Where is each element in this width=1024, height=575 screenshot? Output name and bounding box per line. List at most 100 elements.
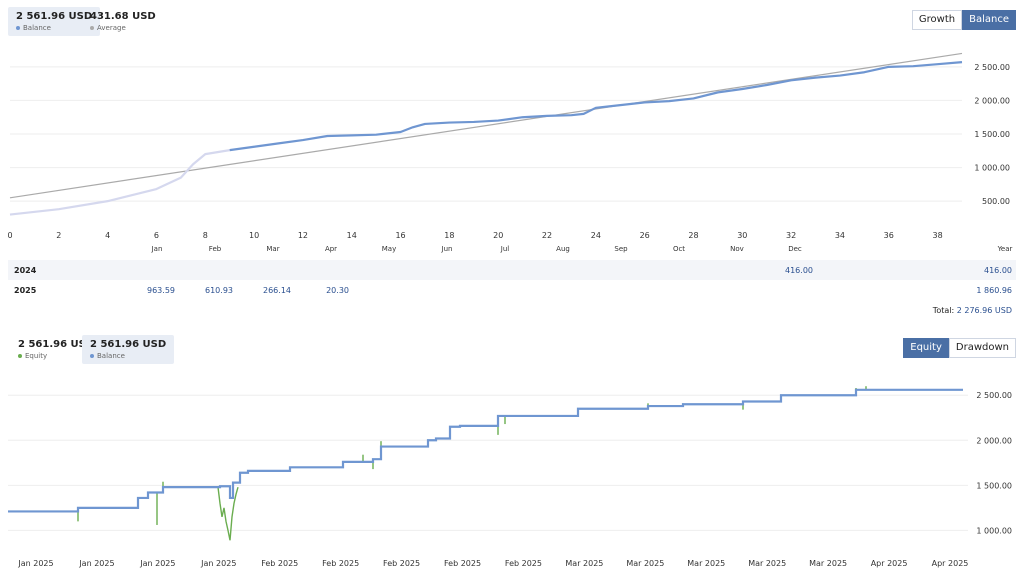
x-tick-label: 10	[249, 231, 259, 240]
legend-value: 2 561.96 USD	[90, 339, 167, 350]
x-tick-label: 4	[105, 231, 110, 240]
equity-series-segment	[217, 486, 239, 541]
table-row: 2024 416.00 416.00	[8, 260, 1016, 280]
month-label: Apr	[324, 245, 338, 253]
x-tick-label: Jan 2025	[139, 559, 175, 568]
table-row: 2025 963.59 610.93 266.14 20.30 1 860.96	[8, 280, 1016, 300]
x-tick-label: Apr 2025	[932, 559, 969, 568]
balance-series-line	[229, 61, 963, 152]
x-tick-label: 20	[493, 231, 503, 240]
balance-series-line-early	[9, 149, 230, 216]
legend-label: Balance	[16, 24, 92, 32]
top-average-legend[interactable]: 431.68 USD Average	[82, 7, 164, 36]
x-tick-label: Jan 2025	[78, 559, 114, 568]
legend-dot-icon	[16, 26, 20, 30]
y-tick-label: 2 500.00	[976, 391, 1012, 400]
x-tick-label: 0	[7, 231, 12, 240]
x-tick-label: 22	[542, 231, 552, 240]
x-tick-label: Mar 2025	[687, 559, 725, 568]
drawdown-button[interactable]: Drawdown	[948, 338, 1016, 358]
total-label: Total:	[932, 306, 955, 315]
balance-series-line	[8, 388, 963, 513]
x-tick-label: 18	[444, 231, 454, 240]
y-tick-label: 1 000.00	[976, 526, 1012, 535]
chart-mode-toggle: Growth Balance	[911, 10, 1016, 30]
month-label: Aug	[556, 245, 570, 253]
month-label: Feb	[208, 245, 222, 253]
y-tick-label: 2 500.00	[974, 63, 1010, 72]
x-tick-label: 2	[56, 231, 61, 240]
x-tick-label: Feb 2025	[261, 559, 298, 568]
legend-label: Balance	[90, 352, 166, 360]
legend-label: Average	[90, 24, 156, 32]
month-label: Jul	[500, 245, 510, 253]
total-row: Total: 2 276.96 USD	[933, 306, 1012, 315]
x-tick-label: 34	[835, 231, 845, 240]
x-tick-label: Jan 2025	[17, 559, 53, 568]
x-tick-label: 14	[347, 231, 357, 240]
value-cell: 416.00	[785, 266, 813, 275]
balance-growth-chart: 500.00 1 000.00 1 500.00 2 000.00 2 500.00 0 2…	[7, 52, 1010, 240]
month-label: Oct	[672, 245, 686, 253]
equity-drawdown-toggle: Equity Drawdown	[903, 338, 1016, 358]
month-label: Dec	[788, 245, 802, 253]
bottom-equity-legend[interactable]: 2 561.96 USD Equity	[10, 335, 102, 364]
month-label: Mar	[266, 245, 280, 253]
y-tick-label: 2 000.00	[976, 436, 1012, 445]
year-cell: 2024	[14, 266, 37, 275]
x-tick-label: 32	[786, 231, 796, 240]
value-cell: 266.14	[263, 286, 291, 295]
month-header-row: Jan Feb Mar Apr May Jun Jul Aug Sep Oct Nov Dec Year	[0, 245, 1024, 259]
balance-button[interactable]: Balance	[962, 10, 1016, 30]
x-tick-label: 16	[395, 231, 405, 240]
value-cell: 963.59	[147, 286, 175, 295]
value-cell: 1 860.96	[976, 286, 1012, 295]
bottom-balance-legend[interactable]: 2 561.96 USD Balance	[82, 335, 175, 364]
legend-dot-icon	[18, 354, 22, 358]
x-tick-label: Jan 2025	[200, 559, 236, 568]
x-tick-label: 30	[737, 231, 747, 240]
x-tick-label: 12	[298, 231, 308, 240]
legend-value: 431.68 USD	[90, 11, 156, 22]
x-tick-label: 28	[688, 231, 698, 240]
x-tick-label: 36	[884, 231, 894, 240]
x-tick-label: Feb 2025	[505, 559, 542, 568]
average-series-line	[9, 52, 963, 199]
x-tick-label: Mar 2025	[565, 559, 603, 568]
legend-value: 2 561.96 USD	[18, 339, 95, 350]
x-tick-label: 24	[591, 231, 601, 240]
month-label: Year	[997, 245, 1013, 253]
month-label: Nov	[730, 245, 744, 253]
x-tick-label: Apr 2025	[871, 559, 908, 568]
month-label: Sep	[614, 245, 628, 253]
x-tick-label: Feb 2025	[444, 559, 481, 568]
x-tick-label: 38	[932, 231, 942, 240]
value-cell: 610.93	[205, 286, 233, 295]
equity-button[interactable]: Equity	[903, 338, 949, 358]
y-tick-label: 1 500.00	[974, 130, 1010, 139]
month-label: Jan	[151, 245, 163, 253]
growth-button[interactable]: Growth	[911, 10, 963, 30]
top-balance-legend[interactable]: 2 561.96 USD Balance	[8, 7, 101, 36]
month-label: May	[381, 245, 397, 253]
y-tick-label: 1 500.00	[976, 481, 1012, 490]
value-cell: 20.30	[326, 286, 349, 295]
x-tick-label: Mar 2025	[809, 559, 847, 568]
x-tick-label: Feb 2025	[383, 559, 420, 568]
x-tick-label: Mar 2025	[626, 559, 664, 568]
legend-dot-icon	[90, 354, 94, 358]
x-tick-label: Feb 2025	[322, 559, 359, 568]
year-cell: 2025	[14, 286, 37, 295]
value-cell: 416.00	[984, 266, 1012, 275]
month-label: Jun	[441, 245, 453, 253]
legend-label: Equity	[18, 352, 94, 360]
x-tick-label: 6	[154, 231, 159, 240]
total-value: 2 276.96 USD	[956, 306, 1012, 315]
y-tick-label: 1 000.00	[974, 164, 1010, 173]
legend-value: 2 561.96 USD	[16, 11, 93, 22]
x-tick-label: 8	[203, 231, 208, 240]
legend-dot-icon	[90, 26, 94, 30]
x-tick-label: 26	[640, 231, 650, 240]
x-tick-label: Mar 2025	[748, 559, 786, 568]
